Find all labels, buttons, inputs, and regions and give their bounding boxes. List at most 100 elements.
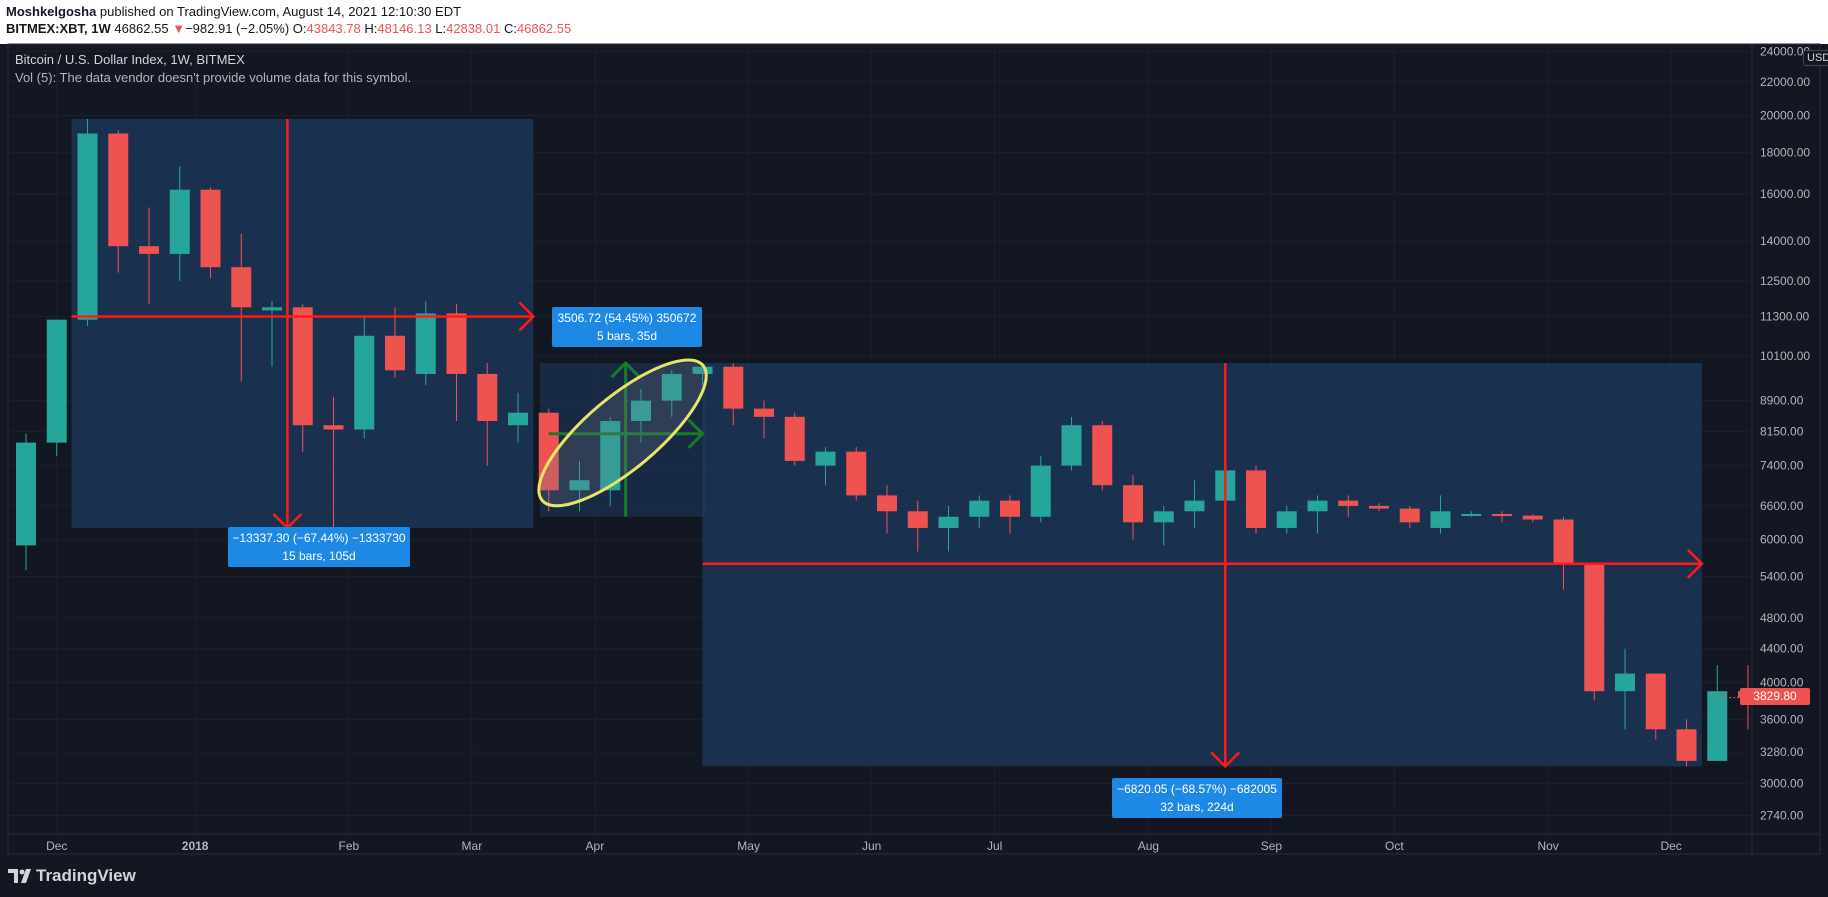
x-tick-label: Nov [1537, 839, 1558, 853]
candle [1338, 495, 1359, 517]
candle [1184, 480, 1205, 528]
x-tick-label: Feb [339, 839, 360, 853]
x-tick-label: Aug [1138, 839, 1159, 853]
candle-body [354, 335, 375, 430]
candle-body [385, 335, 405, 371]
candle-body [1061, 425, 1082, 466]
candle-body [877, 495, 897, 512]
rise-up-arrow-icon [610, 361, 641, 379]
candle [16, 433, 36, 571]
y-tick-label: 14000.00 [1760, 234, 1810, 248]
candle-body [1430, 511, 1451, 528]
x-tick-label: Dec [46, 839, 67, 853]
rise-bars: 5 bars, 35d [596, 329, 658, 343]
close-value: 46862.55 [516, 21, 572, 36]
y-tick-label: 6000.00 [1760, 532, 1804, 546]
candle [1492, 511, 1512, 523]
candle [1707, 665, 1728, 761]
drop2-down-arrow-icon [1210, 751, 1241, 769]
candle-body [1092, 425, 1113, 486]
candle [754, 400, 774, 439]
candle [969, 495, 990, 528]
rise-label: 3506.72 (54.45%) 350672 5 bars, 35d [552, 307, 702, 347]
candle [938, 505, 959, 552]
x-tick-label: Dec [1660, 839, 1681, 853]
candle [262, 301, 282, 367]
y-tick-label: 20000.00 [1760, 108, 1810, 122]
candle-body [415, 313, 436, 374]
drop1-right-arrow-icon [518, 301, 536, 332]
rise-change: 3506.72 (54.45%) 350672 [557, 311, 697, 325]
candle [292, 304, 313, 452]
range-zones [71, 119, 1702, 767]
author-name[interactable]: Moshkelgosha [6, 4, 97, 19]
candle [1430, 495, 1451, 534]
price-change: −982.91 (−2.05%) [185, 21, 290, 36]
candle-body [262, 307, 282, 311]
candle [1246, 465, 1266, 534]
candle [600, 416, 621, 506]
candle [1123, 475, 1143, 540]
candle-body [108, 133, 129, 247]
candle-body [1000, 500, 1020, 517]
candle [877, 485, 897, 534]
candle-body [139, 246, 159, 254]
candle [815, 447, 836, 486]
y-tick-label: 10100.00 [1760, 349, 1810, 363]
x-tick-label: Apr [586, 839, 605, 853]
candle-body [169, 189, 190, 254]
candle-body [508, 412, 528, 426]
candle [415, 301, 436, 386]
candle [323, 396, 344, 540]
highlight-ellipse [537, 358, 708, 508]
chart-frame [7, 43, 1821, 855]
candle [46, 319, 67, 457]
candle-body [446, 313, 467, 374]
y-tick-label: 3000.00 [1760, 777, 1804, 791]
high-value: 48146.13 [377, 21, 432, 36]
candle [1061, 416, 1082, 471]
change-down-icon: ▼ [172, 21, 186, 36]
candle [139, 207, 159, 305]
candle-body [969, 500, 990, 517]
y-tick-label: 24000.00 [1760, 44, 1810, 58]
currency-badge[interactable]: USD [1803, 50, 1828, 66]
y-tick-label: 4800.00 [1760, 611, 1804, 625]
candle-body [600, 420, 621, 491]
price-axis[interactable]: 24000.00 22000.00 20000.00 18000.00 16000.00… [1760, 44, 1810, 822]
time-axis[interactable]: Dec 2018 Feb Mar Apr May Jun Jul Aug Sep Oct Nov Dec [46, 839, 1682, 853]
y-tick-label: 2740.00 [1760, 809, 1804, 823]
candle-body [1246, 470, 1266, 528]
chart-title: Bitcoin / U.S. Dollar Index, 1W, BITMEX [15, 52, 245, 67]
candle-body [1707, 691, 1728, 761]
y-tick-label: 8150.00 [1760, 425, 1804, 439]
candle-body [846, 451, 867, 496]
low-label: L: [435, 21, 447, 36]
x-tick-label: May [737, 839, 760, 853]
candle [169, 166, 190, 281]
candle [784, 412, 805, 466]
y-tick-label: 4400.00 [1760, 642, 1804, 656]
candle [1307, 495, 1328, 534]
candle-body [1615, 673, 1635, 692]
y-tick-label: 3600.00 [1760, 712, 1804, 726]
candle [1399, 505, 1420, 528]
candle-body [1553, 519, 1574, 564]
candle-body [784, 416, 805, 461]
candle-body [1123, 485, 1143, 523]
candle [385, 307, 405, 378]
candle-body [1184, 500, 1205, 512]
candle-body [1492, 514, 1512, 517]
candle-body [723, 366, 744, 409]
candle-body [907, 511, 928, 528]
candle-body [477, 373, 498, 421]
publication-header: Moshkelgosha published on TradingView.co… [0, 0, 1828, 44]
y-tick-label: 7400.00 [1760, 459, 1804, 473]
candle [1522, 514, 1543, 523]
candle-body [1307, 500, 1328, 512]
candle-body [323, 425, 344, 430]
candle [477, 363, 498, 466]
tradingview-brand[interactable]: TradingView [36, 866, 136, 885]
y-tick-label: 22000.00 [1760, 75, 1810, 89]
